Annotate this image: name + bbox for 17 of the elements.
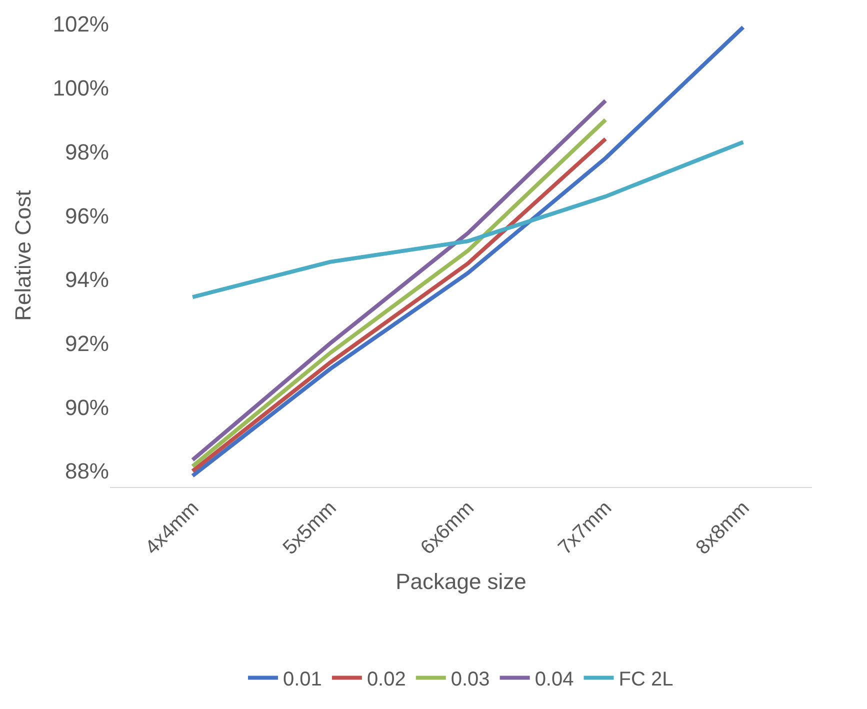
legend-label: FC 2L [618, 668, 674, 691]
y-tick-label: 100% [52, 76, 109, 101]
legend-label: 0.03 [450, 668, 490, 691]
y-axis-title: Relative Cost [10, 190, 36, 321]
line-series [190, 140, 746, 300]
y-tick-label: 96% [64, 203, 109, 228]
y-tick-label: 90% [64, 394, 109, 420]
y-tick-label: 94% [64, 267, 109, 292]
line-series [190, 25, 746, 478]
x-axis-title: Package size [396, 568, 526, 594]
legend-label: 0.04 [534, 668, 574, 691]
y-tick-label: 92% [64, 331, 109, 356]
legend-label: 0.01 [283, 668, 322, 691]
y-tick-label: 98% [64, 139, 109, 164]
y-tick-label: 88% [64, 458, 109, 484]
y-tick-label: 102% [52, 12, 109, 37]
legend-label: 0.02 [366, 668, 406, 691]
